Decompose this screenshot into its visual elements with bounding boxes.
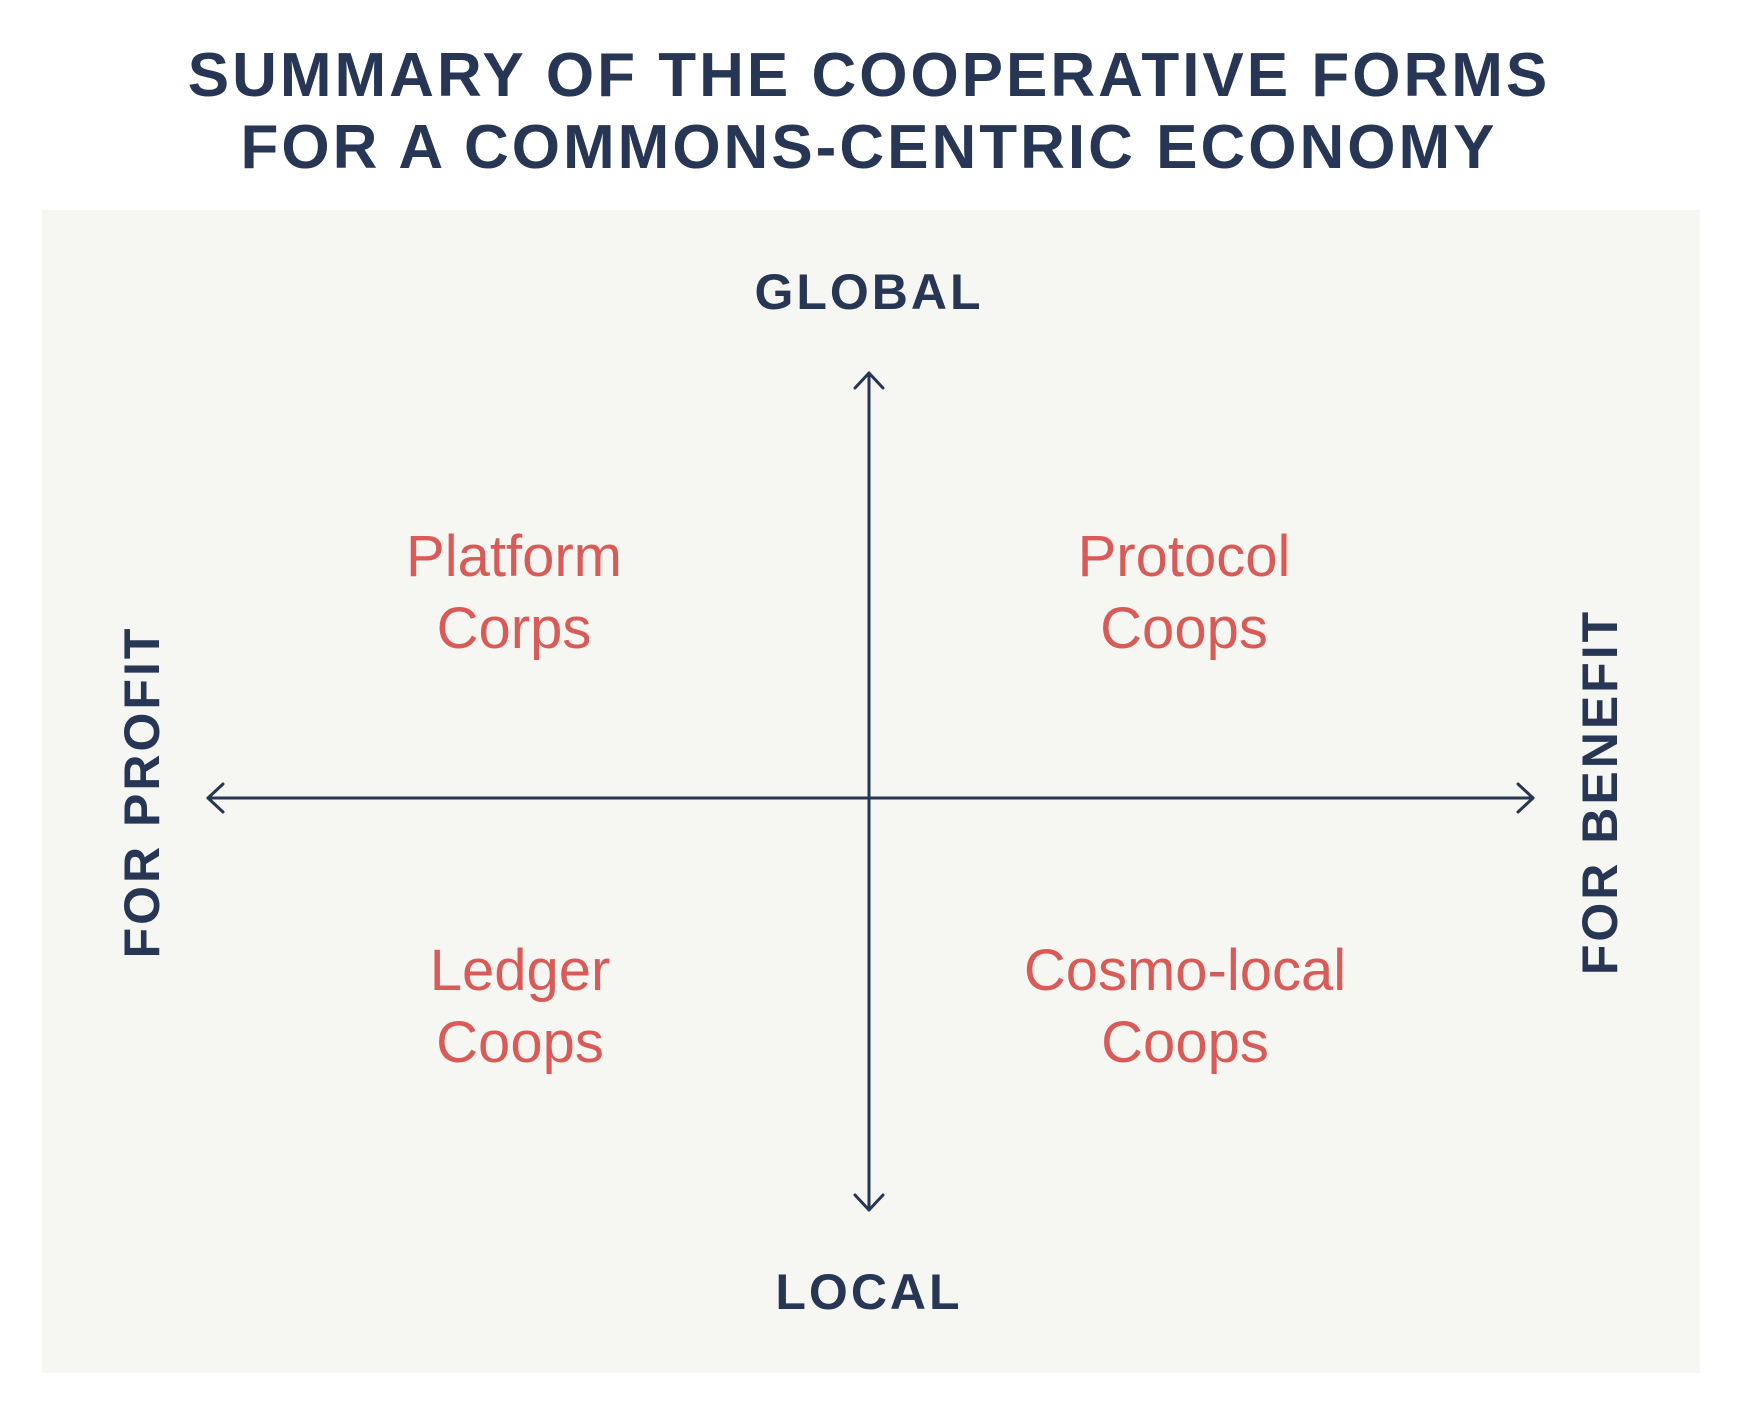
- arrow-right-icon: [1516, 782, 1535, 814]
- axis-label-local: LOCAL: [775, 1264, 963, 1320]
- arrow-down-icon: [853, 1193, 885, 1212]
- quadrant-label-line-1: Cosmo-local: [1023, 938, 1347, 1003]
- quadrant-label-line-1: Platform: [406, 524, 622, 589]
- quadrant-ledger-coops: Ledger Coops: [270, 935, 770, 1079]
- quadrant-label-line-1: Protocol: [1077, 524, 1291, 589]
- quadrant-cosmo-local-coops: Cosmo-local Coops: [935, 935, 1435, 1079]
- title-line-2: FOR A COMMONS-CENTRIC ECONOMY: [240, 113, 1498, 182]
- axis-label-for-profit: FOR PROFIT: [114, 625, 170, 959]
- quadrant-label-line-2: Coops: [1100, 596, 1268, 661]
- quadrant-protocol-coops: Protocol Coops: [934, 521, 1434, 665]
- diagram-panel: [42, 210, 1700, 1373]
- quadrant-platform-corps: Platform Corps: [264, 521, 764, 665]
- quadrant-label-line-2: Coops: [1101, 1010, 1269, 1075]
- quadrant-label-line-2: Coops: [436, 1010, 604, 1075]
- axis-label-for-benefit: FOR BENEFIT: [1572, 608, 1628, 976]
- quadrant-label-line-2: Corps: [436, 596, 592, 661]
- axis-label-global: GLOBAL: [754, 264, 984, 320]
- title-line-1: SUMMARY OF THE COOPERATIVE FORMS: [187, 41, 1551, 110]
- arrow-up-icon: [853, 371, 885, 390]
- arrow-left-icon: [206, 782, 225, 814]
- quadrant-label-line-1: Ledger: [429, 938, 611, 1003]
- diagram-title: SUMMARY OF THE COOPERATIVE FORMS FOR A C…: [0, 40, 1738, 184]
